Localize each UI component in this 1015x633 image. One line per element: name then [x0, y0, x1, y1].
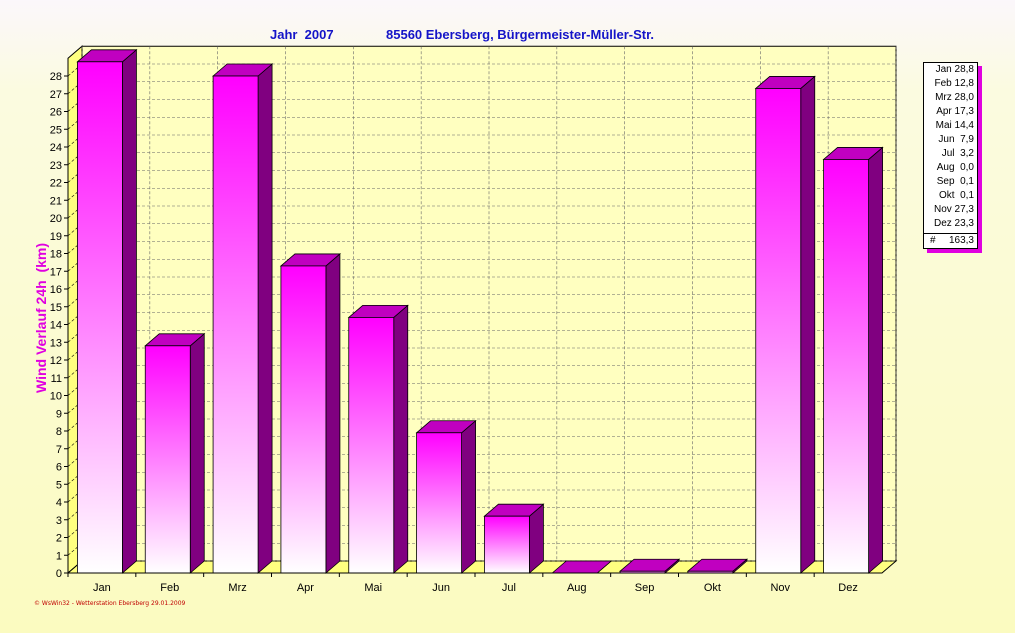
x-tick-label: Jul	[502, 582, 516, 594]
bar-nov	[754, 75, 816, 574]
y-tick-label: 11	[51, 373, 62, 385]
x-tick-label: Okt	[704, 582, 721, 594]
bar-front	[484, 515, 530, 574]
y-tick-label: 4	[56, 497, 62, 509]
bars	[76, 48, 884, 574]
bar-sep	[619, 558, 681, 574]
y-tick-label: 3	[56, 515, 62, 527]
bar-front	[823, 159, 869, 574]
y-tick-label: 6	[56, 462, 62, 474]
bar-front	[280, 265, 327, 574]
bar-side	[800, 75, 816, 574]
bar-dez	[822, 146, 884, 574]
bar-jun	[415, 419, 477, 574]
x-tick-label: Dez	[838, 582, 858, 594]
footer-credit: © WsWin32 - Wetterstation Ebersberg 29.0…	[34, 600, 186, 607]
x-tick-label: Sep	[635, 582, 655, 594]
bar-side	[325, 253, 341, 574]
y-tick-label: 15	[50, 302, 62, 314]
y-axis-label: Wind Verlauf 24h (km)	[33, 242, 49, 394]
bar-front	[212, 75, 259, 574]
y-tick-label: 18	[50, 249, 62, 261]
bar-side	[122, 48, 137, 574]
bar-side	[868, 146, 883, 574]
bar-side	[257, 63, 273, 574]
y-tick-label: 2	[56, 533, 62, 545]
y-tick-label: 8	[56, 426, 62, 438]
bar-front	[416, 432, 462, 574]
y-tick-label: 5	[56, 479, 62, 491]
legend-total-value: 163,3	[948, 235, 974, 246]
y-tick-label: 12	[50, 355, 62, 367]
y-tick-label: 13	[50, 337, 62, 349]
y-tick-label: 26	[50, 107, 62, 119]
bar-front	[77, 61, 123, 574]
y-tick-label: 22	[50, 178, 62, 190]
y-axis-ticks: 0123456789101112131415161718192021222324…	[50, 58, 69, 580]
bar-jan	[76, 48, 138, 574]
y-tick-label: 9	[56, 408, 62, 420]
legend-row: Apr 17,3	[936, 106, 974, 117]
legend-row: Mai 14,4	[935, 120, 974, 131]
y-tick-label: 0	[56, 568, 62, 580]
bar-front	[755, 88, 802, 574]
bar-apr	[279, 253, 341, 574]
legend-row: Jun 7,9	[938, 134, 974, 145]
chart-title-location: 85560 Ebersberg, Bürgermeister-Müller-St…	[386, 27, 655, 42]
legend-row: Feb 12,8	[934, 78, 974, 89]
legend-row: Dez 23,3	[933, 218, 974, 229]
bar-mrz	[212, 63, 274, 574]
x-tick-label: Jun	[432, 582, 450, 594]
y-tick-label: 7	[56, 444, 62, 456]
legend-separator	[924, 233, 977, 234]
y-tick-label: 16	[50, 284, 62, 296]
legend-total: #163,3	[924, 234, 977, 248]
x-tick-label: Jan	[93, 582, 111, 594]
y-tick-label: 1	[56, 550, 62, 562]
legend-total-symbol: #	[930, 235, 936, 246]
bar-side	[461, 419, 476, 574]
y-tick-label: 10	[50, 391, 62, 403]
x-axis-ticks: Jan Feb Mrz Apr Mai Jun Jul Aug Sep Okt Nov Dez	[67, 572, 882, 594]
legend: Jan 28,8 Feb 12,8 Mrz 28,0 Apr 17,3 Mai 14,4…	[923, 62, 978, 249]
y-tick-label: 25	[50, 124, 62, 136]
x-tick-label: Mai	[364, 582, 382, 594]
legend-row: Nov 27,3	[933, 204, 974, 215]
bar-okt	[686, 558, 748, 574]
y-tick-label: 17	[50, 266, 62, 278]
x-tick-label: Mrz	[228, 582, 246, 594]
bar-side	[189, 332, 205, 574]
x-tick-label: Aug	[567, 582, 587, 594]
bar-jul	[483, 503, 545, 574]
x-tick-label: Feb	[160, 582, 179, 594]
y-tick-label: 14	[50, 320, 62, 332]
y-tick-label: 27	[50, 89, 62, 101]
y-tick-label: 23	[50, 160, 62, 172]
y-tick-label: 19	[50, 231, 62, 243]
y-tick-label: 20	[50, 213, 62, 225]
bar-mai	[347, 304, 409, 574]
bar-front	[348, 316, 395, 574]
bar-side	[393, 304, 409, 574]
bar-feb	[144, 332, 206, 574]
legend-row: Okt 0,1	[938, 190, 974, 201]
y-tick-label: 24	[50, 142, 62, 154]
bar-front	[144, 345, 191, 574]
legend-row: Aug 0,0	[936, 162, 974, 173]
legend-row: Sep 0,1	[936, 176, 974, 187]
y-tick-label: 28	[50, 71, 62, 83]
chart-title-year: Jahr 2007	[270, 27, 334, 42]
legend-row: Jan 28,8	[935, 64, 974, 75]
legend-row: Jul 3,2	[941, 148, 974, 159]
legend-row: Mrz 28,0	[935, 92, 974, 103]
y-tick-label: 21	[50, 195, 62, 207]
x-tick-label: Apr	[297, 582, 314, 594]
x-tick-label: Nov	[770, 582, 790, 594]
